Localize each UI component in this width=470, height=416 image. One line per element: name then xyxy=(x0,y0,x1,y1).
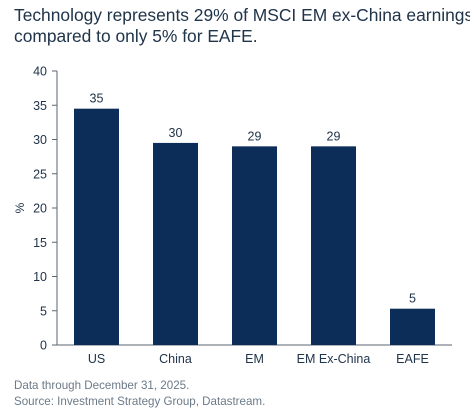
data-label: 29 xyxy=(248,129,262,143)
x-axis: US China EM EM Ex-China EAFE xyxy=(57,344,452,366)
y-tick-label: 5 xyxy=(40,304,47,318)
bar-em xyxy=(232,146,277,345)
bar-eafe xyxy=(390,308,435,345)
y-tick-label: 15 xyxy=(33,236,47,250)
y-tick-label: 25 xyxy=(33,167,47,181)
x-tick-label: US xyxy=(88,352,105,366)
y-tick-label: 30 xyxy=(33,133,47,147)
bar-em-ex-china xyxy=(311,146,356,345)
bar-chart: 0 5 10 15 20 25 30 35 40% US China EM EM Ex-China EA… xyxy=(13,65,452,366)
data-label: 35 xyxy=(90,92,104,106)
x-tick-label: China xyxy=(159,352,192,366)
chart-title-line-2: compared to only 5% for EAFE. xyxy=(14,26,258,46)
data-label: 30 xyxy=(169,126,183,140)
bar-us xyxy=(74,108,119,345)
y-tick-label: 10 xyxy=(33,270,47,284)
bars xyxy=(74,108,435,345)
y-axis-label: % xyxy=(13,202,27,213)
bar-china xyxy=(153,142,198,345)
y-tick-label: 0 xyxy=(40,339,47,353)
y-tick-label: 35 xyxy=(33,99,47,113)
data-labels: 35 30 29 29 5 xyxy=(90,92,416,306)
y-tick-label: 40 xyxy=(33,65,47,79)
data-date-note: Data through December 31, 2025. xyxy=(14,379,190,392)
data-label: 29 xyxy=(327,129,341,143)
y-axis: 0 5 10 15 20 25 30 35 40% xyxy=(13,65,58,353)
chart-title-line-1: Technology represents 29% of MSCI EM ex-… xyxy=(14,5,470,25)
x-tick-label: EAFE xyxy=(396,352,429,366)
y-tick-label: 20 xyxy=(33,202,47,216)
x-tick-label: EM xyxy=(245,352,264,366)
x-tick-label: EM Ex-China xyxy=(297,352,371,366)
source-note: Source: Investment Strategy Group, Datas… xyxy=(14,395,266,408)
footnotes: Data through December 31, 2025. Source: … xyxy=(14,378,265,410)
chart-title: Technology represents 29% of MSCI EM ex-… xyxy=(14,5,470,47)
data-label: 5 xyxy=(409,292,416,306)
